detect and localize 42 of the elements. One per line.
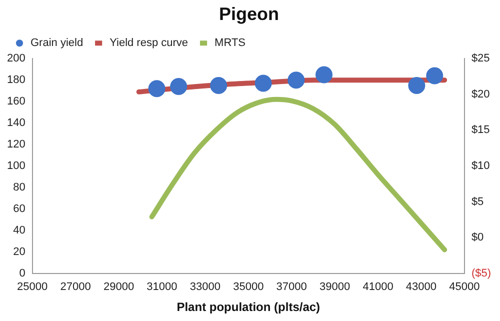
y-tick-label: 120 [6,138,26,151]
point [210,76,228,94]
point [426,67,444,84]
y-tick-label: 40 [13,224,26,236]
legend-label: Yield resp curve [110,37,188,50]
x-tick-label: 35000 [233,281,264,294]
point [254,74,272,92]
y-tick-label: 140 [6,117,26,130]
y-tick-label: 160 [6,96,26,108]
chart-title: Pigeon [218,4,280,24]
x-tick-label: 37000 [276,281,307,294]
x-tick-label: 45000 [449,281,480,294]
point [170,78,188,96]
legend-label: MRTS [214,37,246,50]
y2-tick-label: $20 [471,88,490,100]
y2-tick-label: ($5) [471,267,491,280]
y-tick-label: 80 [13,182,26,194]
y-tick-label: 200 [6,52,26,65]
x-tick-label: 33000 [190,281,220,294]
x-axis-title: Plant population (plts/ac) [176,300,320,314]
x-tick-label: 43000 [406,281,437,294]
y2-tick-label: $5 [471,196,484,208]
y2-tick-label: $0 [471,232,484,244]
y-tick-label: 60 [13,202,26,215]
x-tick-label: 31000 [146,281,178,294]
y2-tick-label: $25 [471,52,490,65]
x-tick-label: 29000 [103,281,134,294]
y-tick-label: 100 [6,160,26,172]
y2-tick-label: $15 [471,124,490,136]
legend-label: Grain yield [30,37,84,50]
x-tick-label: 27000 [60,281,91,294]
x-tick-label: 41000 [362,281,394,294]
point [148,80,166,98]
y-tick-label: 20 [13,246,26,258]
x-tick-label: 25000 [17,281,48,294]
point [316,66,333,84]
x-tick-label: 39000 [320,281,350,294]
point [288,72,305,89]
point [408,76,426,94]
y-tick-label: 0 [19,267,26,280]
y-tick-label: 180 [6,74,26,86]
y2-tick-label: $10 [471,160,490,172]
